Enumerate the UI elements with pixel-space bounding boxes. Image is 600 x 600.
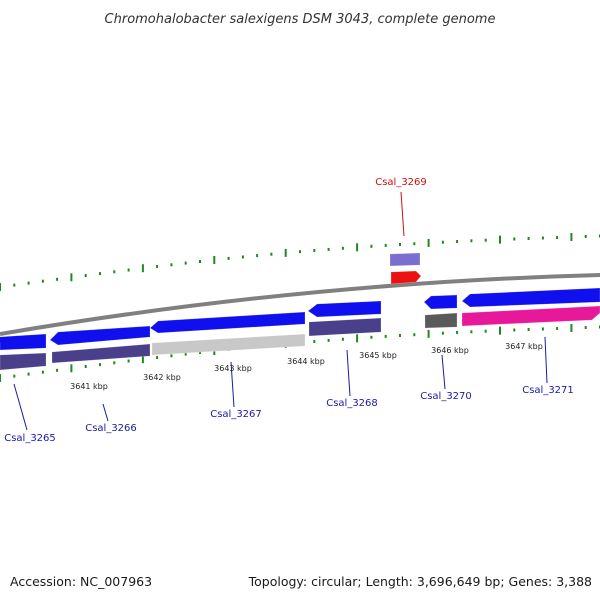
gene-arrow-csal-3271[interactable] xyxy=(461,305,600,327)
leader-csal-3270 xyxy=(441,354,446,390)
gene-label-csal-3267[interactable]: Csal_3267 xyxy=(210,409,262,420)
gene-labels: Csal_3265 Csal_3266 Csal_3267 Csal_3268 Csal… xyxy=(4,177,574,444)
kbp-tick-label: 3646 kbp xyxy=(431,346,469,355)
accession-text: Accession: NC_007963 xyxy=(10,574,152,589)
leader-csal-3271 xyxy=(544,336,548,384)
gene-arrow-csal-3266[interactable] xyxy=(49,325,151,346)
gene-label-csal-3266[interactable]: Csal_3266 xyxy=(85,423,137,434)
kbp-tick-label: 3645 kbp xyxy=(359,351,397,360)
cog-bar-csal-3270 xyxy=(424,312,458,329)
genome-summary-text: Topology: circular; Length: 3,696,649 bp… xyxy=(248,574,592,589)
outer-tick-ring xyxy=(0,233,600,291)
gene-label-csal-3268[interactable]: Csal_3268 xyxy=(326,398,378,409)
gene-arrow-csal-3271-forward[interactable] xyxy=(461,287,600,308)
gene-label-csal-3271[interactable]: Csal_3271 xyxy=(522,385,574,396)
cog-bar-csal-3267 xyxy=(151,333,306,356)
gene-arrow-csal-3270[interactable] xyxy=(423,294,458,310)
leader-csal-3269 xyxy=(400,191,405,237)
gene-label-leaders xyxy=(13,191,548,431)
gene-arrow-csal-3267[interactable] xyxy=(149,311,306,334)
kbp-tick-label: 3642 kbp xyxy=(143,373,181,382)
kbp-tick-label: 3644 kbp xyxy=(287,357,325,366)
leader-csal-3265 xyxy=(13,383,28,431)
leader-csal-3267 xyxy=(230,361,235,408)
map-title: Chromohalobacter salexigens DSM 3043, co… xyxy=(105,12,496,27)
gene-arrow-csal-3269[interactable] xyxy=(390,270,422,285)
leader-csal-3266 xyxy=(102,403,109,422)
cog-bar-csal-3268 xyxy=(308,317,382,337)
cog-bar-csal-3265 xyxy=(0,352,47,371)
gene-label-csal-3270[interactable]: Csal_3270 xyxy=(420,391,472,402)
gene-arrow-csal-3265[interactable] xyxy=(0,333,47,351)
genome-backbone xyxy=(0,273,600,336)
kbp-tick-label: 3643 kbp xyxy=(214,364,252,373)
gene-label-csal-3265[interactable]: Csal_3265 xyxy=(4,433,56,444)
leader-csal-3268 xyxy=(346,349,351,397)
gene-label-csal-3269[interactable]: Csal_3269 xyxy=(375,177,427,188)
cog-bar-csal-3266 xyxy=(51,343,151,364)
gene-box-csal-3269-upper[interactable] xyxy=(389,252,421,267)
feature-track xyxy=(0,252,600,371)
gene-arrow-csal-3268[interactable] xyxy=(307,300,382,318)
kbp-tick-label: 3647 kbp xyxy=(505,342,543,351)
kbp-tick-label: 3641 kbp xyxy=(70,382,108,391)
kbp-labels: 3641 kbp 3642 kbp 3643 kbp 3644 kbp 3645 kbp… xyxy=(70,342,543,391)
